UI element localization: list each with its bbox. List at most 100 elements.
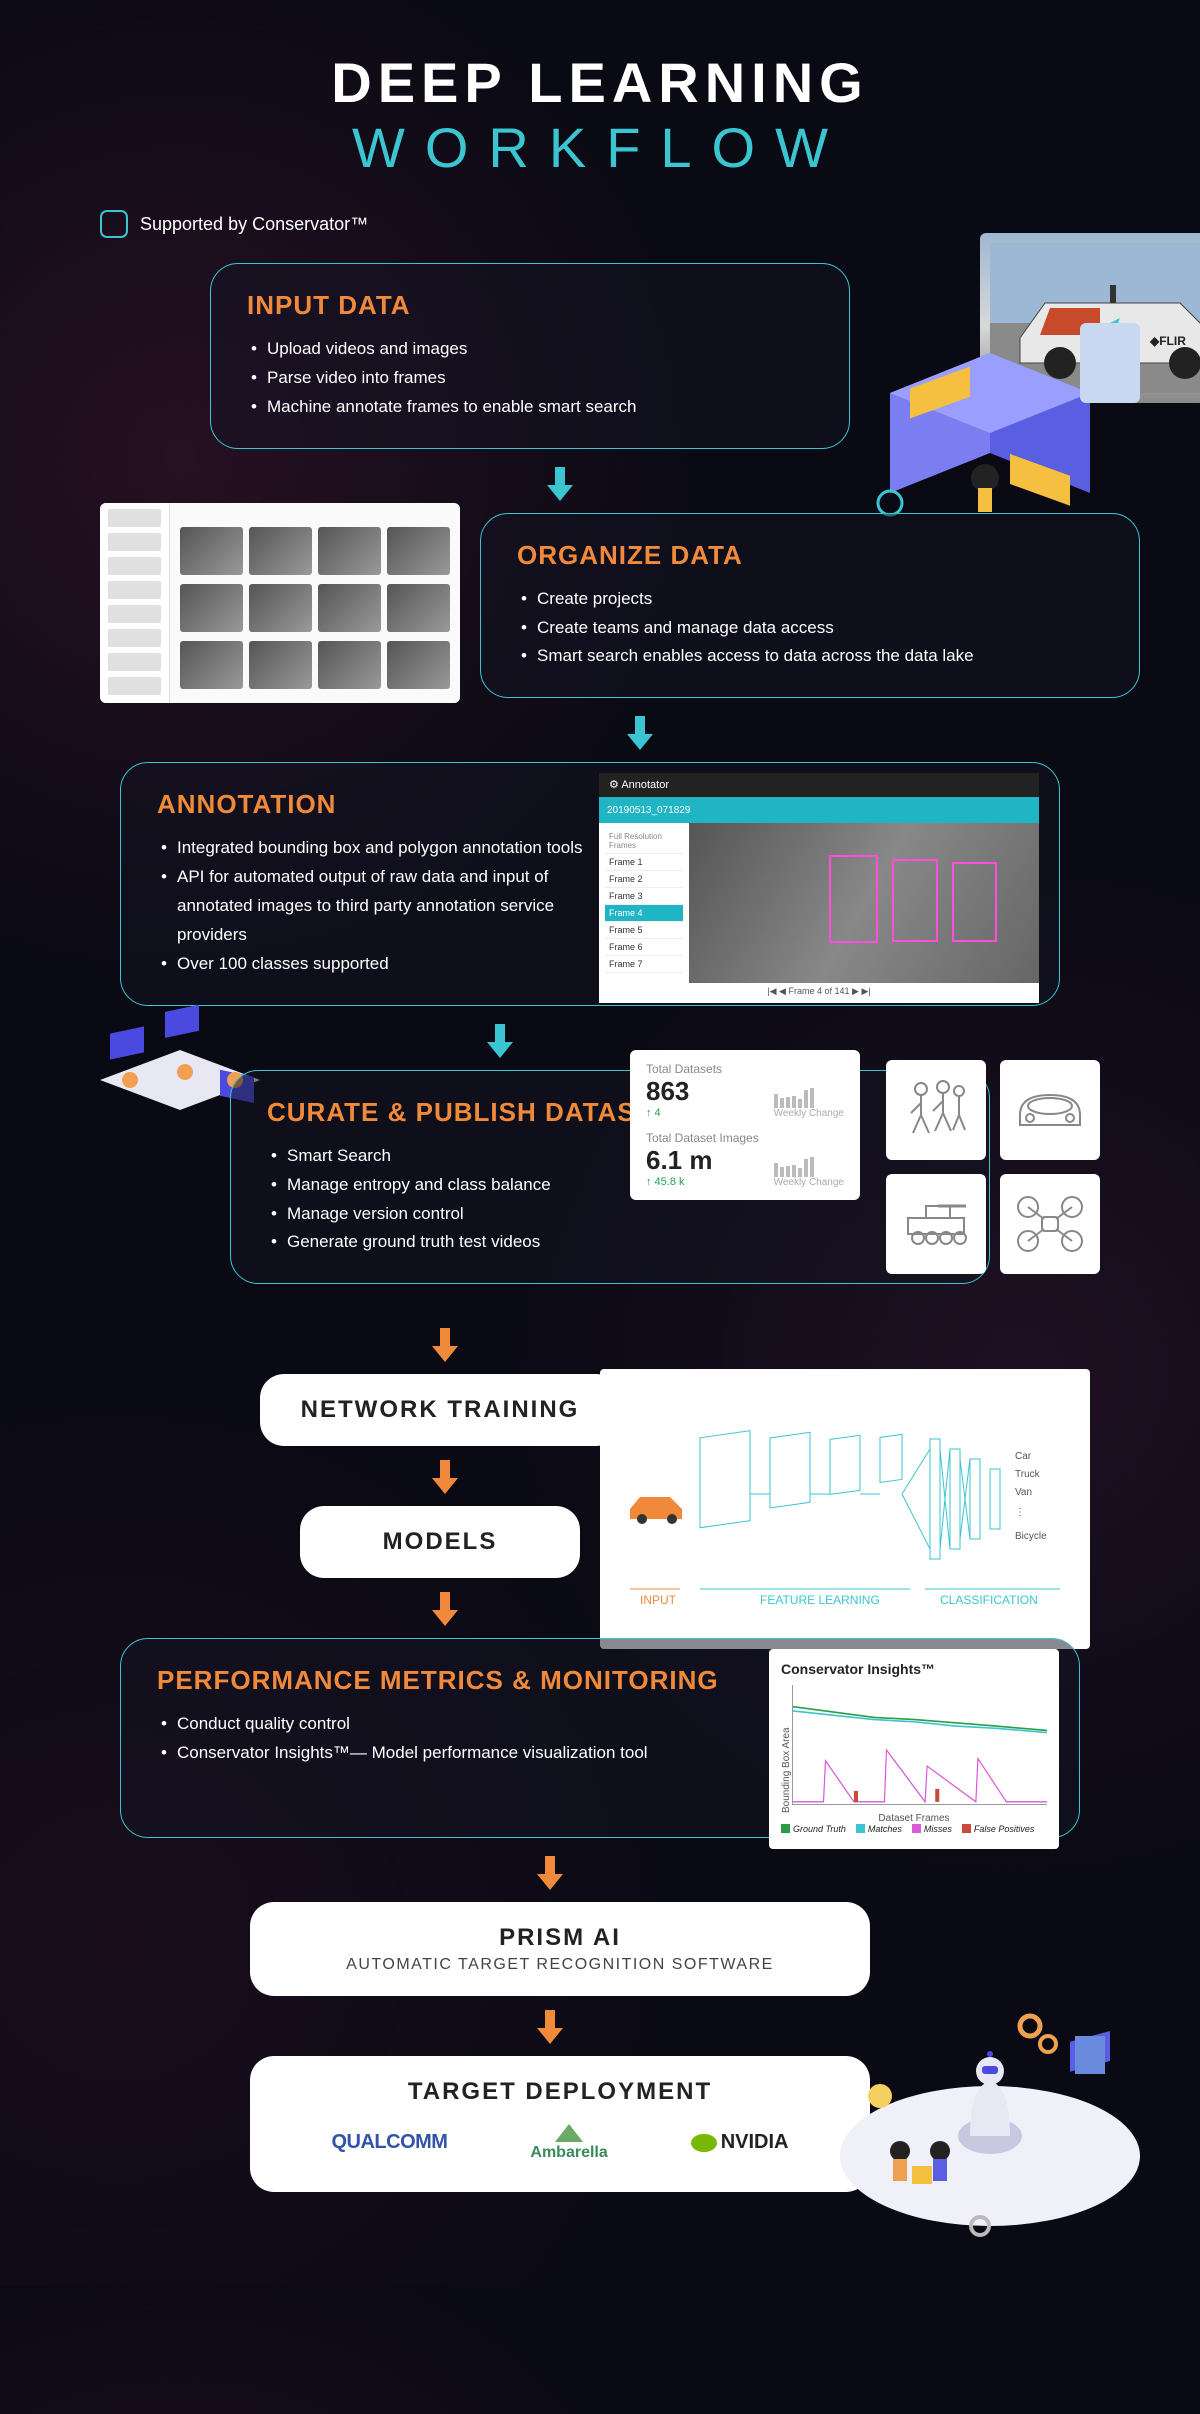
nn-stage-class: CLASSIFICATION	[940, 1593, 1038, 1607]
svg-text:⋮: ⋮	[1015, 1507, 1025, 1518]
bullet: Conduct quality control	[157, 1710, 717, 1739]
frame-item: Frame 3	[605, 888, 683, 905]
stat-images-delta: ↑ 45.8 k	[646, 1176, 713, 1188]
projects-screenshot	[100, 503, 460, 703]
card-network-training: NETWORK TRAINING	[260, 1374, 620, 1446]
supported-check-icon	[100, 210, 128, 238]
weekly-bars-icon	[774, 1088, 844, 1108]
arrow-down-icon	[140, 716, 1140, 750]
project-thumb	[387, 527, 450, 575]
card-input-title: INPUT DATA	[247, 290, 813, 321]
legend-item: Ground Truth	[793, 1824, 846, 1834]
title-line-1: DEEP LEARNING	[60, 50, 1140, 115]
bullet: Manage version control	[267, 1200, 953, 1229]
bullet: Parse video into frames	[247, 364, 813, 393]
bullet: Machine annotate frames to enable smart …	[247, 393, 813, 422]
svg-text:Bicycle: Bicycle	[1015, 1531, 1047, 1542]
ambarella-icon	[555, 2124, 583, 2142]
isometric-deployment-illustration	[830, 1976, 1150, 2261]
card-models: MODELS	[300, 1506, 580, 1578]
legend-item: False Positives	[974, 1824, 1035, 1834]
stat-images-value: 6.1 m	[646, 1145, 713, 1176]
insights-xlabel: Dataset Frames	[781, 1813, 1047, 1824]
bullet: Upload videos and images	[247, 335, 813, 364]
card-input-bullets: Upload videos and images Parse video int…	[247, 335, 813, 422]
svg-text:Truck: Truck	[1015, 1469, 1041, 1480]
insights-plot-area	[792, 1685, 1047, 1805]
project-thumb	[387, 584, 450, 632]
card-models-title: MODELS	[340, 1528, 540, 1556]
drone-icon	[1000, 1174, 1100, 1274]
frame-item: Frame 6	[605, 939, 683, 956]
project-thumb	[318, 641, 381, 689]
card-prism-ai: PRISM AI AUTOMATIC TARGET RECOGNITION SO…	[250, 1902, 870, 1996]
frame-item: Frame 1	[605, 854, 683, 871]
page-title: DEEP LEARNING WORKFLOW	[60, 50, 1140, 180]
pedestrians-icon	[886, 1060, 986, 1160]
card-organize-bullets: Create projects Create teams and manage …	[517, 585, 1103, 672]
bullet: Integrated bounding box and polygon anno…	[157, 834, 597, 863]
project-thumb	[180, 584, 243, 632]
deploy-logos: QUALCOMM Ambarella NVIDIA	[290, 2124, 830, 2162]
annotator-frame-list: Full Resolution Frames Frame 1 Frame 2 F…	[599, 823, 689, 983]
annotator-header: ⚙ Annotator	[599, 773, 1039, 797]
project-thumb	[249, 527, 312, 575]
card-performance: PERFORMANCE METRICS & MONITORING Conduct…	[120, 1638, 1080, 1838]
insights-legend: Ground Truth Matches Misses False Positi…	[781, 1824, 1047, 1834]
bullet: Create projects	[517, 585, 1103, 614]
card-perf-bullets: Conduct quality control Conservator Insi…	[157, 1710, 717, 1768]
class-label: Car	[1015, 1451, 1032, 1462]
stat-datasets-value: 863	[646, 1076, 689, 1107]
bullet: Create teams and manage data access	[517, 614, 1103, 643]
armored-vehicle-icon	[886, 1174, 986, 1274]
project-thumb	[249, 641, 312, 689]
card-prism-title: PRISM AI	[290, 1924, 830, 1952]
card-organize-data: ORGANIZE DATA Create projects Create tea…	[480, 513, 1140, 699]
ambarella-logo: Ambarella	[530, 2124, 607, 2162]
weekly-bars-icon	[774, 1157, 844, 1177]
card-input-data: INPUT DATA Upload videos and images Pars…	[210, 263, 850, 449]
projects-thumbnail-grid	[170, 503, 460, 703]
dataset-stats-panel: Total Datasets 863 ↑ 4 Weekly Change Tot…	[630, 1050, 860, 1200]
svg-text:Van: Van	[1015, 1487, 1032, 1498]
project-thumb	[180, 641, 243, 689]
qualcomm-logo: QUALCOMM	[331, 2131, 447, 2154]
legend-item: Misses	[924, 1824, 952, 1834]
frame-item-active: Frame 4	[605, 905, 683, 922]
nvidia-eye-icon	[691, 2134, 717, 2152]
card-organize-title: ORGANIZE DATA	[517, 540, 1103, 571]
frame-item: Frame 7	[605, 956, 683, 973]
nn-stage-feature: FEATURE LEARNING	[760, 1593, 880, 1607]
project-thumb	[180, 527, 243, 575]
arrow-down-icon	[0, 1328, 1140, 1362]
card-target-deployment: TARGET DEPLOYMENT QUALCOMM Ambarella NVI…	[250, 2056, 870, 2192]
card-annotation-bullets: Integrated bounding box and polygon anno…	[157, 834, 597, 978]
annotator-toolbar: 20190513_071829	[599, 797, 1039, 823]
annotator-screenshot: ⚙ Annotator 20190513_071829 Full Resolut…	[599, 773, 1039, 1003]
nvidia-logo: NVIDIA	[691, 2131, 789, 2154]
card-annotation: ANNOTATION Integrated bounding box and p…	[120, 762, 1060, 1005]
car-front-icon	[1000, 1060, 1100, 1160]
bullet: Over 100 classes supported	[157, 950, 597, 979]
annotator-filename: 20190513_071829	[607, 805, 690, 816]
stat-label: Total Dataset Images	[646, 1131, 844, 1145]
project-thumb	[318, 527, 381, 575]
bullet: Conservator Insights™— Model performance…	[157, 1739, 717, 1768]
project-thumb	[387, 641, 450, 689]
svg-text:◆FLIR: ◆FLIR	[1149, 334, 1186, 348]
legend-item: Matches	[868, 1824, 902, 1834]
card-deploy-title: TARGET DEPLOYMENT	[290, 2078, 830, 2106]
supported-label: Supported by Conservator™	[140, 214, 368, 235]
neural-network-diagram: Car Truck Van ⋮ Bicycle INPUT FEATURE LE…	[600, 1369, 1090, 1649]
bullet: API for automated output of raw data and…	[157, 863, 597, 950]
bullet: Smart search enables access to data acro…	[517, 642, 1103, 671]
title-line-2: WORKFLOW	[60, 115, 1140, 180]
stat-datasets-delta: ↑ 4	[646, 1107, 689, 1119]
annotator-image	[689, 823, 1039, 983]
nn-stage-input: INPUT	[640, 1593, 677, 1607]
frame-item: Frame 5	[605, 922, 683, 939]
insights-chart: Conservator Insights™ Bounding Box Area …	[769, 1649, 1059, 1849]
class-icon-grid	[886, 1060, 1100, 1274]
arrow-down-icon	[0, 1856, 1140, 1890]
weekly-label: Weekly Change	[774, 1108, 844, 1119]
